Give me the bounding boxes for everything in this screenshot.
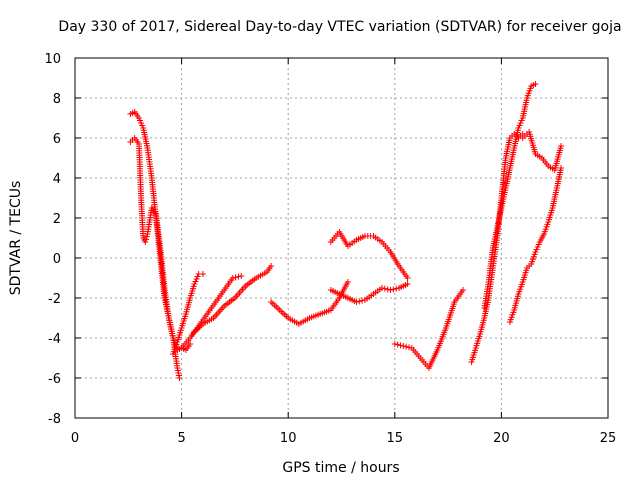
series-5 xyxy=(189,263,275,337)
data-point xyxy=(268,263,275,269)
series-9 xyxy=(391,287,467,371)
data-point xyxy=(143,233,150,240)
y-tick-label: -4 xyxy=(48,332,61,347)
data-point xyxy=(390,286,397,293)
series-6 xyxy=(268,279,351,327)
series-12 xyxy=(519,129,565,173)
x-axis-label: GPS time / hours xyxy=(282,460,399,476)
y-tick-label: -6 xyxy=(48,372,61,387)
y-tick-label: -8 xyxy=(48,412,61,427)
data-point xyxy=(403,343,410,350)
data-point xyxy=(379,285,386,291)
data-point xyxy=(406,344,413,351)
data-point xyxy=(238,273,245,279)
data-point xyxy=(143,236,150,243)
series-3 xyxy=(170,271,206,357)
data-point xyxy=(187,341,194,347)
data-point xyxy=(235,273,242,280)
data-point xyxy=(391,341,398,347)
series-11 xyxy=(481,81,539,311)
data-point xyxy=(558,165,565,171)
y-tick-label: 10 xyxy=(44,52,61,67)
x-tick-label: 20 xyxy=(493,431,510,446)
x-tick-label: 0 xyxy=(71,431,79,446)
data-point xyxy=(387,287,394,293)
data-point xyxy=(344,279,351,285)
data-point xyxy=(356,298,363,305)
data-point xyxy=(460,287,467,293)
y-tick-label: 0 xyxy=(53,252,61,267)
data-point xyxy=(359,297,366,304)
tick-layer: 0 5 10 15 20 25 -8 -6 -4 -2 0 2 4 6 8 10 xyxy=(44,52,616,446)
data-point xyxy=(393,285,400,292)
data-point xyxy=(232,274,239,281)
y-tick-label: 4 xyxy=(53,172,61,187)
x-tick-label: 25 xyxy=(600,431,617,446)
series-13 xyxy=(506,165,565,325)
data-layer xyxy=(127,81,565,381)
data-point xyxy=(199,271,206,277)
data-point xyxy=(381,285,388,292)
x-tick-label: 10 xyxy=(280,431,297,446)
data-point xyxy=(142,239,149,245)
y-axis-label: SDTVAR / TECUs xyxy=(8,181,24,296)
data-point xyxy=(532,81,539,87)
data-point xyxy=(397,342,404,349)
y-tick-label: 6 xyxy=(53,132,61,147)
series-4 xyxy=(178,273,245,351)
series-7 xyxy=(327,229,411,281)
y-tick-label: 2 xyxy=(53,212,61,227)
data-point xyxy=(176,375,183,381)
series-2 xyxy=(127,135,183,381)
data-point xyxy=(353,299,360,305)
data-point xyxy=(384,286,391,293)
data-point xyxy=(394,341,401,348)
x-tick-label: 5 xyxy=(177,431,185,446)
plot-frame xyxy=(74,57,609,419)
data-point xyxy=(404,275,411,281)
data-point xyxy=(400,343,407,349)
data-point xyxy=(558,143,565,149)
chart-title: Day 330 of 2017, Sidereal Day-to-day VTE… xyxy=(58,19,621,35)
x-tick-label: 15 xyxy=(387,431,404,446)
y-tick-label: -2 xyxy=(48,292,61,307)
data-point xyxy=(229,275,236,281)
series-10 xyxy=(468,131,526,365)
data-point xyxy=(404,281,411,287)
y-tick-label: 8 xyxy=(53,92,61,107)
series-8 xyxy=(327,281,411,305)
